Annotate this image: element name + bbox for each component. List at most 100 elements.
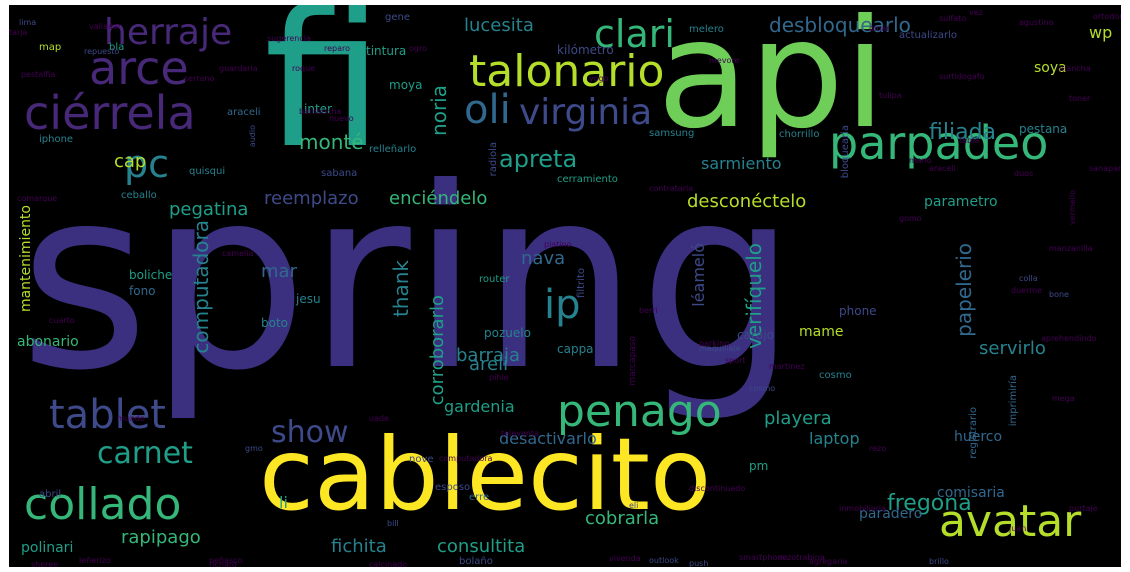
cloud-word: desbloquearlo (769, 13, 911, 37)
cloud-word: fregona (887, 491, 972, 516)
cloud-word: computadora (189, 220, 213, 354)
cloud-word: registrario (968, 407, 979, 459)
cloud-word: filtrito (576, 268, 587, 298)
cloud-word: ceballo (121, 190, 157, 201)
cloud-word: sarmiento (701, 154, 782, 173)
cloud-word: fono (129, 284, 156, 298)
cloud-word: esposo (435, 482, 471, 493)
cloud-word: tintura (366, 44, 407, 58)
cloud-word: cuarto (49, 316, 75, 325)
cloud-word: inmobiliaria (839, 504, 887, 513)
cloud-word: tabla (959, 136, 980, 145)
cloud-word: bone (1049, 290, 1069, 299)
cloud-word: chorrillo (779, 129, 820, 140)
cloud-word: parpadeo (829, 116, 1049, 170)
cloud-word: léameló (689, 243, 708, 307)
cloud-word: iphone (39, 134, 74, 145)
cloud-word: aprehendindo (1041, 334, 1097, 343)
cloud-word: nava (521, 248, 566, 269)
cloud-word: apreta (499, 145, 578, 173)
cloud-word: areli (469, 354, 509, 375)
cloud-word: smartphone (739, 553, 788, 562)
cloud-word: router (479, 274, 510, 285)
cloud-word: mano (909, 156, 932, 165)
cloud-word: duos (1014, 169, 1034, 178)
cloud-word: fichita (331, 536, 387, 557)
cloud-word: moya (389, 78, 423, 92)
cloud-word: lima (19, 18, 37, 27)
cloud-word: reparo (324, 44, 351, 53)
cloud-word: sheree (31, 560, 59, 568)
cloud-word: carajo (737, 328, 774, 342)
cloud-word: mantenimiento (18, 205, 34, 313)
word-cloud: spring fi api cablecito talonario parpad… (9, 5, 1121, 567)
cloud-word: plancha (1059, 64, 1091, 73)
cloud-word: roque (292, 64, 316, 73)
cloud-word: maquillaje (699, 344, 741, 353)
cloud-word: mega (1052, 394, 1075, 403)
cloud-word: nove (409, 454, 434, 465)
cloud-word: bla (109, 42, 125, 53)
cloud-word: mar (261, 261, 297, 282)
cloud-word: pm (749, 459, 769, 473)
cloud-word: purtaje (1069, 504, 1098, 513)
cloud-word: soya (1034, 60, 1067, 76)
cloud-word: sulfato (939, 14, 967, 23)
cloud-word: kilómetro (557, 43, 614, 57)
cloud-word: computadora (439, 454, 493, 463)
cloud-word: rezo (869, 444, 887, 453)
cloud-word: parking (699, 339, 730, 348)
cloud-word: audio (248, 125, 257, 148)
cloud-word: consultita (437, 536, 526, 557)
cloud-word: surtidogafo (939, 72, 985, 81)
cloud-word: sugerencia (267, 34, 311, 43)
cloud-word: map (39, 42, 62, 53)
cloud-word: li (279, 493, 288, 512)
cloud-word: cappa (557, 342, 594, 356)
cloud-word: penago (557, 386, 722, 437)
cloud-word: toner (1069, 94, 1091, 103)
cloud-word: push (689, 559, 709, 568)
cloud-word: api (657, 5, 886, 162)
cloud-word: monté (299, 130, 364, 154)
cloud-word: barraja (456, 345, 521, 366)
cloud-word: desactivarlo (499, 429, 597, 448)
cloud-word: guardaria (219, 64, 258, 73)
cloud-word: outlook (649, 556, 679, 565)
cloud-word: cerramiento (557, 174, 618, 185)
cloud-word: fi (264, 5, 384, 190)
cloud-word: quisqui (189, 166, 226, 177)
cloud-word: cap (114, 151, 147, 172)
cloud-word: laptop (809, 429, 860, 448)
cloud-word: parametro (924, 194, 998, 210)
cloud-word: marcapaso (628, 336, 638, 386)
cloud-word: platino (544, 240, 572, 249)
cloud-word: desconéctelo (687, 191, 807, 212)
cloud-word: vez (969, 8, 983, 17)
cloud-word: talonario (469, 46, 665, 97)
cloud-word: papelerio (952, 243, 976, 337)
cloud-word: actualizarlo (899, 30, 957, 41)
cloud-word: phone (839, 304, 877, 318)
cloud-word: ortodoncia (1093, 12, 1121, 21)
cloud-word: show (271, 415, 349, 450)
cloud-word: bloquearia (840, 125, 851, 179)
cloud-word: collado (24, 479, 182, 530)
cloud-word: enciéndelo (389, 188, 488, 209)
cloud-word: pihle (489, 373, 509, 382)
cloud-word: boto (261, 316, 289, 330)
cloud-word: manzanilla (1049, 244, 1093, 253)
cloud-word: polinari (21, 540, 74, 556)
cloud-word: mundo (117, 414, 145, 423)
cloud-word: comisaria (937, 485, 1005, 501)
cloud-word: abonario (17, 334, 79, 350)
cloud-word: radiola (488, 142, 499, 177)
cloud-word: nuevo (329, 114, 354, 123)
cloud-word: huerco (954, 429, 1003, 445)
cloud-word: thank (389, 260, 413, 318)
cloud-word: berri (639, 306, 658, 315)
cloud-word: vivenda (609, 554, 641, 563)
cloud-word: gomo (899, 214, 922, 223)
cloud-word: erre (469, 492, 490, 503)
cloud-word: lucesita (464, 15, 534, 36)
